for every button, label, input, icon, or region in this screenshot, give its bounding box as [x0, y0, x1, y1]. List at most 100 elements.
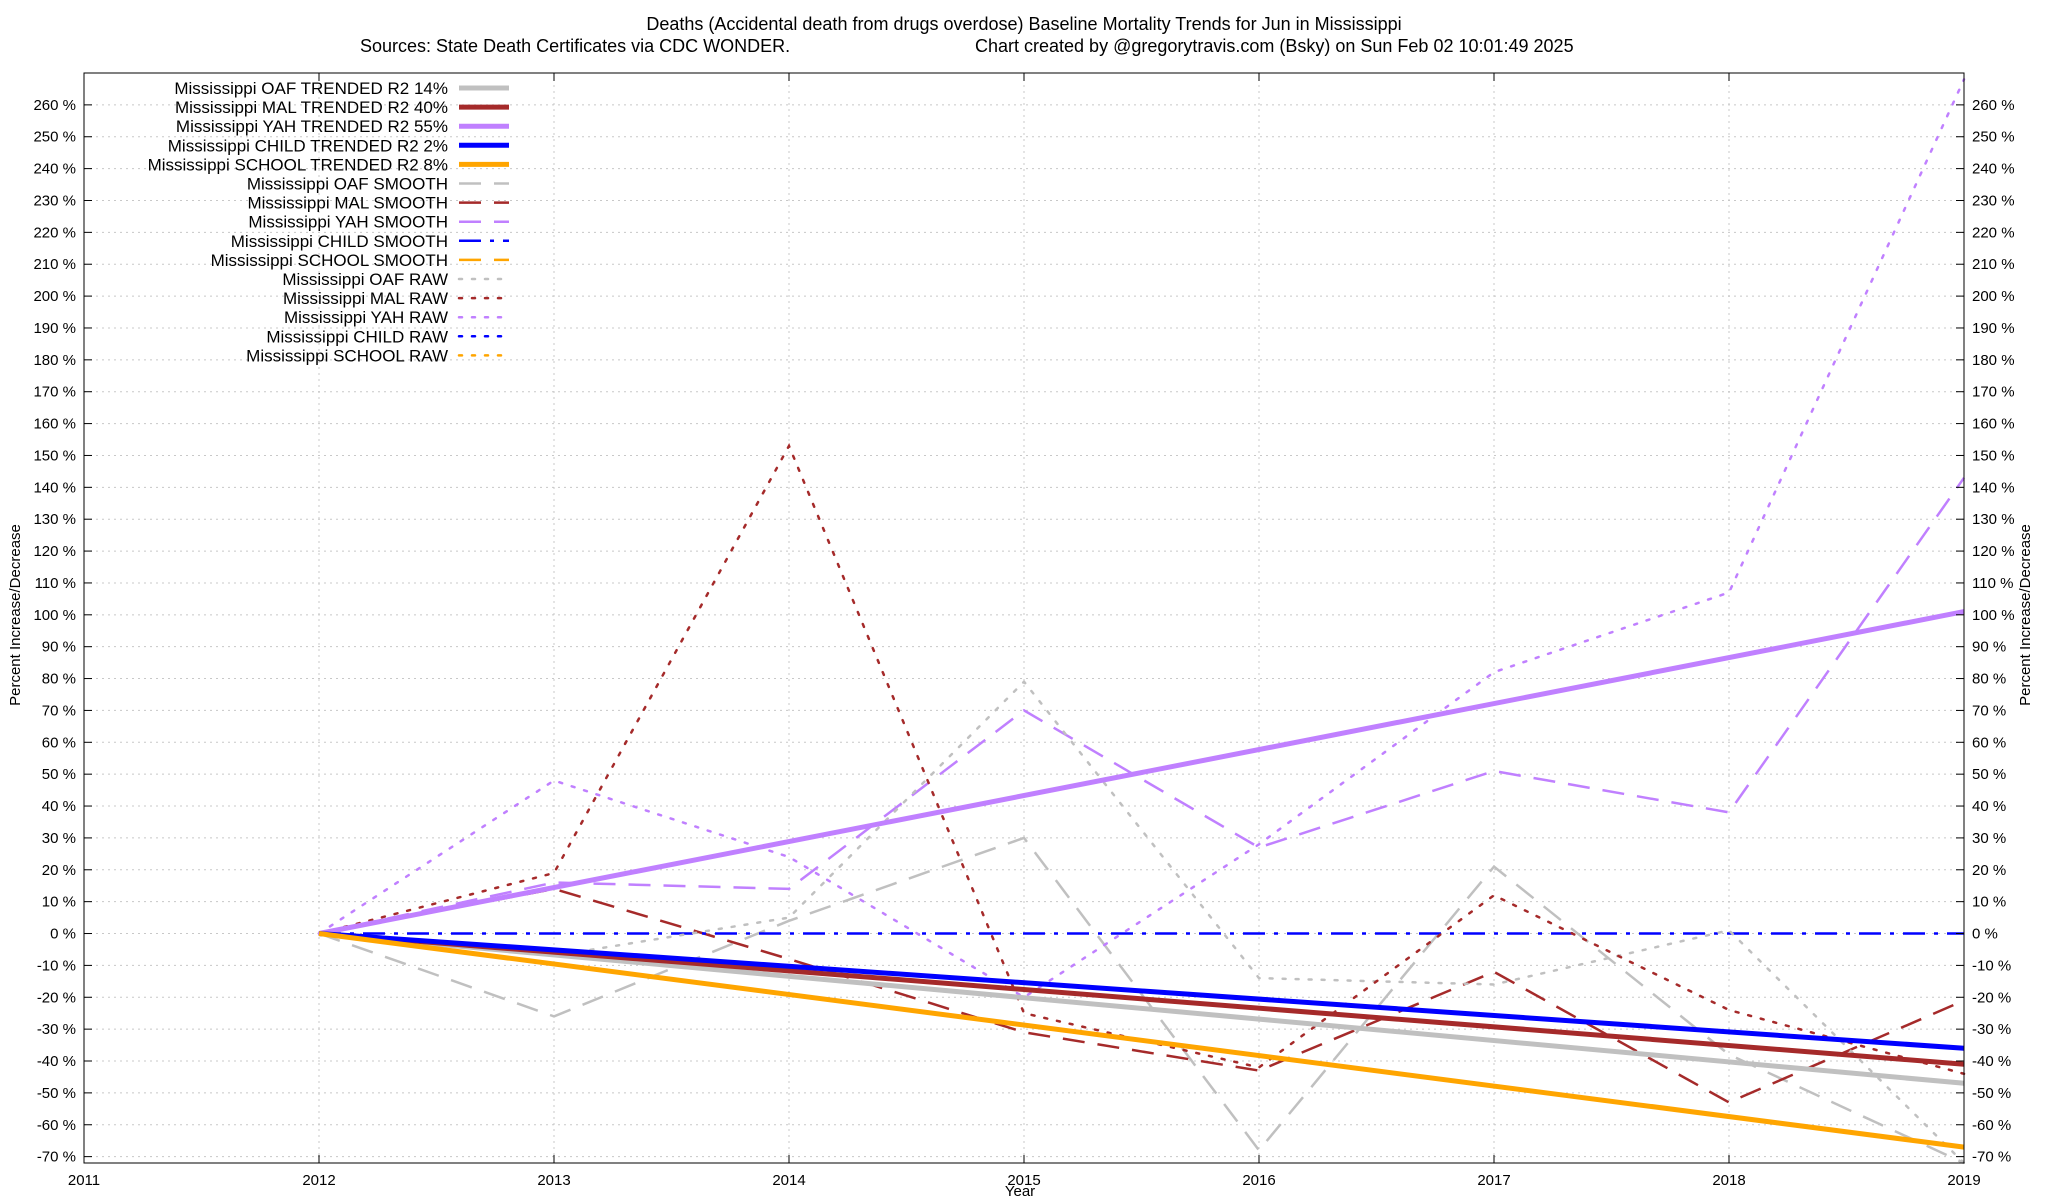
series-line-7	[318, 477, 1966, 935]
y-tick-label: 0 %	[50, 926, 76, 943]
x-tick-label: 2019	[1947, 1172, 1980, 1189]
series-line-1	[318, 931, 1965, 1067]
y-tick-label: 220 %	[33, 224, 76, 241]
y-tick-label: 190 %	[33, 320, 76, 337]
y2-tick-label: 240 %	[1972, 161, 2015, 178]
y2-tick-label: -20 %	[1972, 989, 2011, 1006]
legend-label: Mississippi SCHOOL SMOOTH	[211, 251, 448, 270]
series-lines	[317, 78, 1966, 1165]
y2-tick-label: -30 %	[1972, 1021, 2011, 1038]
series-line-12	[317, 78, 1966, 999]
y-tick-label: 150 %	[33, 447, 76, 464]
y-tick-label: 10 %	[42, 894, 76, 911]
y-axis-label: Percent Increase/Decrease	[7, 524, 24, 706]
chart-subtitle-right: Chart created by @gregorytravis.com (Bsk…	[975, 36, 1574, 56]
y2-tick-label: 20 %	[1972, 862, 2006, 879]
x-tick-label: 2015	[1007, 1172, 1040, 1189]
y-tick-label: -40 %	[37, 1053, 76, 1070]
y-tick-label: 60 %	[42, 734, 76, 751]
legend-label: Mississippi SCHOOL TRENDED R2 8%	[148, 155, 448, 174]
legend-label: Mississippi MAL SMOOTH	[247, 194, 448, 213]
legend-label: Mississippi YAH TRENDED R2 55%	[176, 117, 448, 136]
legend: Mississippi OAF TRENDED R2 14%Mississipp…	[148, 79, 511, 365]
series-line-10	[317, 679, 1966, 1165]
y2-tick-label: 90 %	[1972, 639, 2006, 656]
series-line-2	[318, 609, 1965, 936]
series-line-4	[318, 931, 1965, 1150]
axis-ticks: -70 % -70 % -60 % -60 % -50 % -50 % -40 % -40 %…	[33, 73, 2015, 1189]
x-tick-label: 2013	[537, 1172, 570, 1189]
series-line-11	[317, 443, 1966, 1076]
x-tick-label: 2018	[1712, 1172, 1745, 1189]
y-tick-label: 130 %	[33, 511, 76, 528]
legend-label: Mississippi MAL RAW	[283, 289, 448, 308]
x-axis-label: Year	[1005, 1183, 1035, 1200]
y2-tick-label: 170 %	[1972, 384, 2015, 401]
x-tick-label: 2014	[772, 1172, 805, 1189]
legend-label: Mississippi MAL TRENDED R2 40%	[175, 98, 448, 117]
y2-tick-label: 30 %	[1972, 830, 2006, 847]
y-tick-label: 40 %	[42, 798, 76, 815]
legend-label: Mississippi OAF SMOOTH	[247, 175, 448, 194]
y-tick-label: 170 %	[33, 384, 76, 401]
y-tick-label: 110 %	[35, 575, 76, 592]
y2-tick-label: 100 %	[1972, 607, 2015, 624]
y2-tick-label: 260 %	[1972, 97, 2015, 114]
y-tick-label: 90 %	[42, 639, 76, 656]
y-tick-label: 240 %	[33, 161, 76, 178]
legend-label: Mississippi CHILD TRENDED R2 2%	[168, 136, 448, 155]
y2-tick-label: 160 %	[1972, 416, 2015, 433]
series-line-3	[318, 931, 1965, 1051]
y2-tick-label: 230 %	[1972, 192, 2015, 209]
y2-axis-label: Percent Increase/Decrease	[2017, 524, 2034, 706]
y2-tick-label: 80 %	[1972, 671, 2006, 688]
y2-tick-label: 0 %	[1972, 926, 1998, 943]
y-tick-label: -60 %	[37, 1117, 76, 1134]
y-tick-label: 210 %	[33, 256, 76, 273]
y-tick-label: 140 %	[33, 479, 76, 496]
y2-tick-label: 140 %	[1972, 479, 2015, 496]
y2-tick-label: 50 %	[1972, 766, 2006, 783]
legend-label: Mississippi SCHOOL RAW	[246, 346, 448, 365]
y2-tick-label: 40 %	[1972, 798, 2006, 815]
y2-tick-label: 120 %	[1972, 543, 2015, 560]
series-line-5	[318, 836, 1965, 1165]
y-tick-label: 250 %	[33, 129, 76, 146]
y2-tick-label: -40 %	[1972, 1053, 2011, 1070]
y2-tick-label: -10 %	[1972, 957, 2011, 974]
y2-tick-label: -70 %	[1972, 1149, 2011, 1166]
y2-tick-label: -50 %	[1972, 1085, 2011, 1102]
legend-label: Mississippi YAH RAW	[284, 308, 448, 327]
y2-tick-label: -60 %	[1972, 1117, 2011, 1134]
y-tick-label: 70 %	[42, 702, 76, 719]
y2-tick-label: 70 %	[1972, 702, 2006, 719]
legend-label: Mississippi CHILD RAW	[266, 327, 448, 346]
y-tick-label: -30 %	[37, 1021, 76, 1038]
y2-tick-label: 210 %	[1972, 256, 2015, 273]
y2-tick-label: 150 %	[1972, 447, 2015, 464]
x-tick-label: 2012	[302, 1172, 335, 1189]
y-tick-label: -70 %	[37, 1149, 76, 1166]
x-tick-label: 2011	[68, 1172, 100, 1189]
legend-label: Mississippi YAH SMOOTH	[248, 213, 448, 232]
y2-tick-label: 220 %	[1972, 224, 2015, 241]
series-line-6	[318, 887, 1965, 1104]
x-tick-label: 2016	[1242, 1172, 1275, 1189]
y-tick-label: -10 %	[37, 957, 76, 974]
y-tick-label: 120 %	[33, 543, 76, 560]
y2-tick-label: 200 %	[1972, 288, 2015, 305]
y2-tick-label: 180 %	[1972, 352, 2015, 369]
y-tick-label: 20 %	[42, 862, 76, 879]
y-tick-label: 50 %	[42, 766, 76, 783]
legend-label: Mississippi CHILD SMOOTH	[231, 232, 448, 251]
y-tick-label: 80 %	[42, 671, 76, 688]
y-tick-label: 160 %	[33, 416, 76, 433]
legend-label: Mississippi OAF TRENDED R2 14%	[174, 79, 448, 98]
y2-tick-label: 250 %	[1972, 129, 2015, 146]
y2-tick-label: 130 %	[1972, 511, 2015, 528]
y2-tick-label: 10 %	[1972, 894, 2006, 911]
y-tick-label: 100 %	[33, 607, 76, 624]
legend-label: Mississippi OAF RAW	[282, 270, 448, 289]
y-tick-label: 260 %	[33, 97, 76, 114]
